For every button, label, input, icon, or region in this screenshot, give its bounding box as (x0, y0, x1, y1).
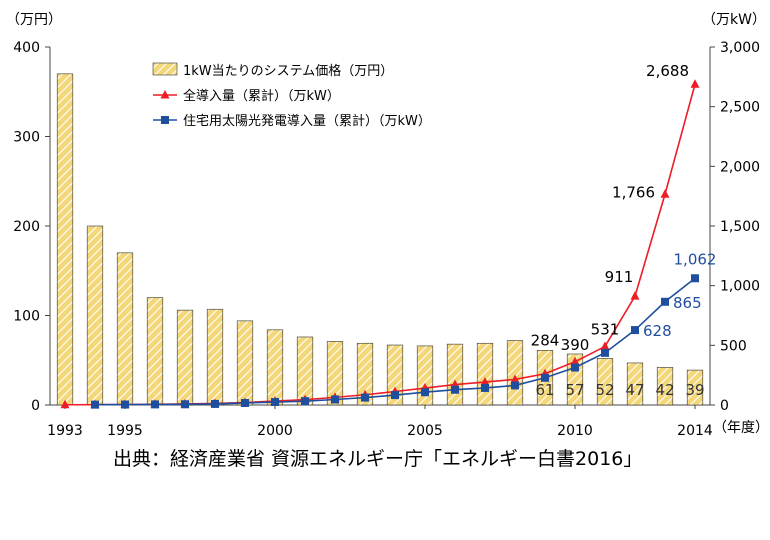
price-bar (656, 367, 674, 406)
legend-swatch-price (152, 62, 178, 76)
left-axis-tick-label: 100 (13, 309, 40, 325)
x-axis-tick-label: 2014 (677, 423, 713, 439)
right-axis-tick-label: 500 (720, 338, 747, 354)
price-bar (266, 329, 284, 406)
right-axis-tick-label: 2,500 (720, 100, 760, 116)
residential-capacity-point (301, 397, 309, 406)
total-capacity-point (60, 399, 70, 409)
residential-capacity-point (601, 348, 609, 357)
price-bar (626, 362, 644, 406)
legend-marker-total (160, 90, 170, 99)
residential-capacity-point (331, 395, 339, 404)
price-bar (56, 73, 74, 406)
data-label: 42 (655, 381, 674, 399)
total-capacity-point (600, 341, 610, 350)
data-label: 47 (625, 381, 644, 399)
total-capacity-point (660, 189, 670, 198)
x-axis-unit-label: （年度） (713, 420, 769, 436)
price-bar (476, 342, 494, 406)
legend-label-total: 全導入量（累計）（万kW） (183, 88, 340, 104)
left-axis-tick-label: 300 (13, 130, 40, 146)
total-capacity-point (510, 374, 520, 383)
legend-label-price: 1kW当たりのシステム価格（万円） (183, 63, 393, 79)
price-bar (686, 369, 704, 406)
total-capacity-point (570, 356, 580, 366)
total-capacity-point (690, 79, 700, 88)
left-axis-unit-label: （万円） (6, 12, 62, 28)
price-bar (356, 342, 374, 406)
data-label: 865 (673, 294, 702, 312)
residential-capacity-point (181, 400, 189, 409)
right-axis-tick-label: 3,000 (720, 40, 760, 56)
price-bar (236, 320, 254, 406)
price-bar (86, 225, 104, 406)
legend-label-residential: 住宅用太陽光発電導入量（累計）（万kW） (183, 113, 431, 129)
residential-capacity-point (421, 388, 429, 397)
price-bar (176, 309, 194, 406)
total-capacity-point (480, 377, 490, 386)
residential-capacity-point (361, 393, 369, 402)
price-bar (386, 344, 404, 406)
residential-capacity-point (571, 363, 579, 372)
data-label: 911 (605, 268, 634, 286)
total-capacity-point (630, 291, 640, 300)
right-axis-unit-label: （万kW） (702, 12, 766, 28)
data-label: 1,766 (612, 183, 655, 201)
residential-capacity-point (481, 383, 489, 392)
price-bar (116, 252, 134, 406)
data-label: 531 (591, 320, 620, 338)
residential-capacity-point (631, 326, 639, 335)
price-bar (446, 343, 464, 406)
data-label: 390 (561, 336, 590, 354)
data-label: 2,688 (646, 62, 689, 80)
data-label: 628 (643, 322, 672, 340)
residential-capacity-point (391, 391, 399, 400)
x-axis-tick-label: 2005 (407, 423, 443, 439)
data-label: 284 (531, 332, 560, 350)
right-axis-tick-label: 1,500 (720, 219, 760, 235)
data-label: 57 (565, 381, 584, 399)
x-axis-tick-label: 2000 (257, 423, 293, 439)
left-axis-tick-label: 0 (31, 398, 40, 414)
residential-capacity-point (511, 381, 519, 390)
plot-area: 0 100 200 300 400 0 500 1,000 1,500 2,000 2,500 3,0… (13, 40, 760, 439)
residential-capacity-point (211, 399, 219, 408)
x-axis-tick-label: 1993 (47, 423, 83, 439)
price-bar (506, 340, 524, 406)
x-axis-tick-label: 1995 (107, 423, 143, 439)
residential-capacity-point (121, 400, 129, 409)
residential-capacity-point (91, 400, 99, 409)
residential-capacity-point (661, 297, 669, 306)
residential-capacity-point (271, 398, 279, 407)
source-note: 出典：経済産業省 資源エネルギー庁「エネルギー白書2016」 (113, 448, 642, 470)
residential-capacity-point (241, 398, 249, 407)
price-bar (326, 341, 344, 406)
residential-capacity-point (541, 373, 549, 382)
left-axis-tick-label: 400 (13, 40, 40, 56)
right-axis-tick-label: 0 (720, 398, 729, 414)
residential-capacity-point (151, 400, 159, 409)
price-bar (596, 358, 614, 406)
data-label: 1,062 (674, 250, 717, 268)
price-bar (146, 297, 164, 406)
data-label: 52 (595, 381, 614, 399)
x-axis-tick-label: 2010 (557, 423, 593, 439)
data-label: 39 (685, 381, 704, 399)
legend-marker-residential (161, 116, 169, 124)
right-axis-tick-label: 1,000 (720, 279, 760, 295)
residential-capacity-point (451, 385, 459, 394)
residential-capacity-point (691, 274, 699, 283)
left-axis-tick-label: 200 (13, 219, 40, 235)
data-label: 61 (535, 381, 554, 399)
price-bar (206, 308, 224, 406)
right-axis-tick-label: 2,000 (720, 159, 760, 175)
